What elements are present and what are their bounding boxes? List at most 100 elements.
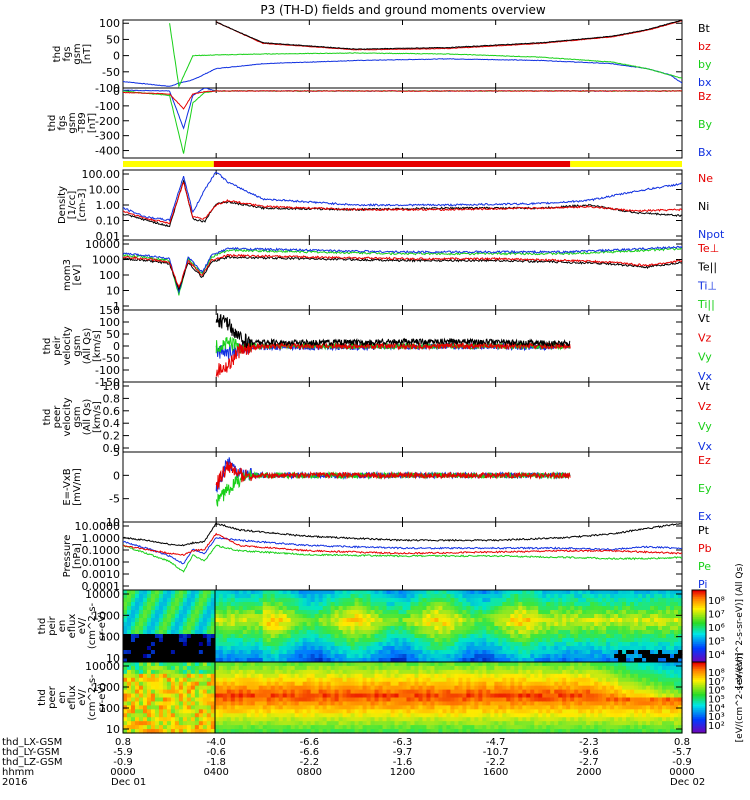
spectrogram-cell [154, 697, 160, 703]
spectrogram-cell [502, 729, 507, 734]
spectrogram-cell [282, 717, 288, 722]
spectrogram-cell [270, 701, 276, 706]
spectrogram-cell [166, 685, 172, 691]
spectrogram-cell [434, 685, 440, 691]
spectrogram-cell [126, 642, 132, 647]
spectrogram-cell [310, 654, 316, 659]
spectrogram-cell [566, 642, 571, 647]
spectrogram-cell [630, 610, 635, 615]
spectrogram-cell [474, 614, 479, 619]
spectrogram-cell [634, 598, 639, 603]
spectrogram-cell [170, 701, 176, 706]
spectrogram-cell [270, 626, 276, 631]
spectrogram-cell [134, 681, 140, 687]
spectrogram-cell [526, 634, 531, 639]
spectrogram-cell [334, 709, 340, 714]
spectrogram-cell [154, 618, 160, 623]
spectrogram-cell [382, 626, 388, 631]
spectrogram-cell [546, 650, 551, 655]
spectrogram-cell [422, 669, 428, 675]
spectrogram-cell [258, 630, 264, 635]
spectrogram-cell [358, 622, 364, 627]
spectrogram-cell [206, 673, 212, 679]
spectrogram-cell [442, 725, 448, 730]
spectrogram-cell [186, 709, 192, 714]
spectrogram-cell [402, 721, 408, 726]
spectrogram-cell [666, 602, 671, 607]
spectrogram-cell [650, 650, 655, 655]
spectrogram-cell [574, 634, 579, 639]
spectrogram-cell [278, 590, 284, 595]
spectrogram-cell [123, 610, 128, 615]
spectrogram-cell [390, 658, 396, 663]
spectrogram-cell [502, 634, 507, 639]
spectrogram-cell [286, 658, 292, 663]
spectrogram-cell [518, 614, 523, 619]
spectrogram-cell [574, 630, 579, 635]
spectrogram-cell [182, 614, 188, 619]
spectrogram-cell [342, 685, 348, 691]
spectrogram-cell [494, 721, 499, 726]
spectrogram-cell [566, 665, 571, 671]
spectrogram-cell [546, 626, 551, 631]
spectrogram-cell [222, 590, 228, 595]
spectrogram-cell [526, 677, 531, 683]
spectrogram-cell [162, 606, 168, 611]
spectrogram-cell [490, 689, 495, 695]
spectrogram-cell [666, 598, 671, 603]
spectrogram-cell [142, 669, 148, 675]
spectrogram-cell [322, 725, 328, 730]
spectrogram-cell [386, 618, 392, 623]
spectrogram-cell [154, 662, 160, 667]
spectrogram-cell [486, 650, 491, 655]
spectrogram-cell [286, 701, 292, 706]
spectrogram-cell [558, 630, 563, 635]
spectrogram-cell [222, 662, 228, 667]
spectrogram-cell [386, 638, 392, 643]
spectrogram-cell [490, 626, 495, 631]
spectrogram-cell [182, 598, 188, 603]
spectrogram-cell [426, 614, 432, 619]
spectrogram-cell [346, 626, 352, 631]
spectrogram-cell [502, 669, 507, 675]
spectrogram-cell [382, 681, 388, 687]
spectrogram-cell [170, 721, 176, 726]
spectrogram-cell [230, 685, 236, 691]
spectrogram-cell [422, 713, 428, 718]
spectrogram-cell [242, 681, 248, 687]
spectrogram-cell [394, 618, 400, 623]
spectrogram-cell [326, 598, 332, 603]
spectrogram-cell [530, 594, 535, 599]
spectrogram-cell [218, 689, 224, 695]
spectrogram-cell [606, 614, 611, 619]
spectrogram-cell [442, 662, 448, 667]
spectrogram-cell [346, 642, 352, 647]
spectrogram-cell [142, 729, 148, 734]
spectrogram-cell [646, 650, 651, 655]
spectrogram-cell [134, 646, 140, 651]
spectrogram-cell [506, 685, 511, 691]
legend-vx: Vx [698, 440, 713, 453]
y-tick-label: 0.01 [96, 230, 121, 243]
spectrogram-cell [582, 634, 587, 639]
spectrogram-cell [462, 642, 467, 647]
spectrogram-cell [354, 665, 360, 671]
spectrogram-cell [426, 602, 432, 607]
spectrogram-cell [262, 638, 268, 643]
spectrogram-cell [290, 610, 296, 615]
spectrogram-cell [222, 630, 228, 635]
y-axis-label-line: velocity [62, 397, 73, 436]
spectrogram-cell [126, 677, 132, 683]
spectrogram-cell [550, 697, 555, 703]
spectrogram-cell [178, 614, 184, 619]
spectrogram-cell [406, 646, 412, 651]
spectrogram-cell [370, 626, 376, 631]
spectrogram-cell [494, 642, 499, 647]
spectrogram-cell [670, 626, 675, 631]
spectrogram-cell [290, 721, 296, 726]
spectrogram-cell [458, 642, 463, 647]
spectrogram-cell [438, 634, 444, 639]
spectrogram-cell [282, 590, 288, 595]
spectrogram-cell [422, 693, 428, 699]
spectrogram-cell [398, 638, 404, 643]
